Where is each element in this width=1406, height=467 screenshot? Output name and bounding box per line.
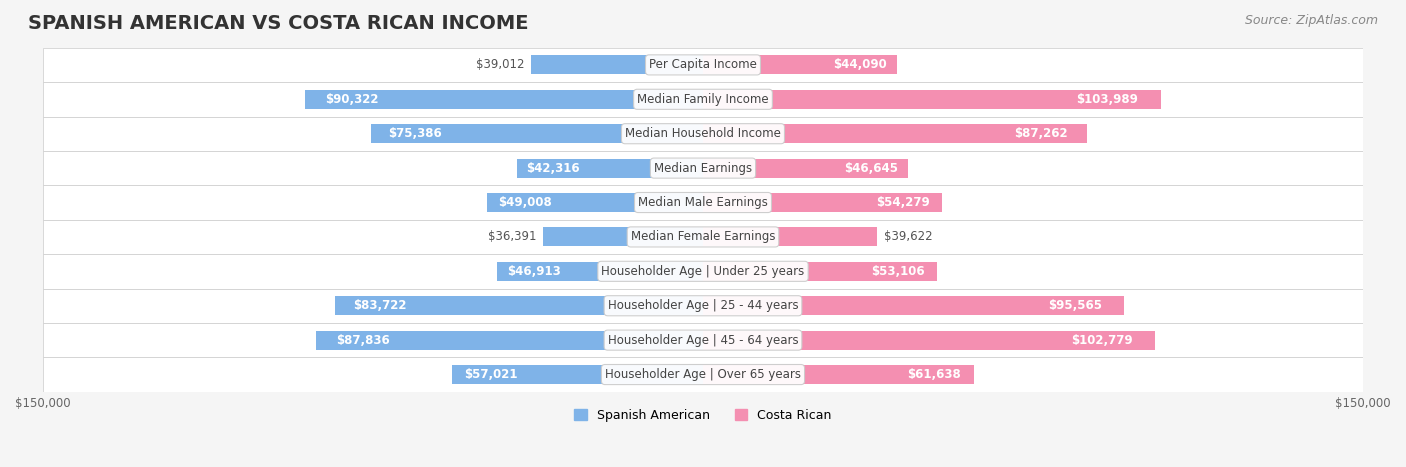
- Text: $46,645: $46,645: [844, 162, 898, 175]
- Bar: [543, 227, 703, 247]
- Bar: [703, 296, 1123, 315]
- Text: $90,322: $90,322: [325, 93, 378, 106]
- Bar: [703, 365, 974, 384]
- Text: Householder Age | Under 25 years: Householder Age | Under 25 years: [602, 265, 804, 278]
- Text: $57,021: $57,021: [464, 368, 517, 381]
- Bar: [42, 254, 1364, 289]
- Text: $61,638: $61,638: [907, 368, 960, 381]
- Bar: [488, 193, 703, 212]
- Bar: [42, 151, 1364, 185]
- Text: Source: ZipAtlas.com: Source: ZipAtlas.com: [1244, 14, 1378, 27]
- Text: $103,989: $103,989: [1076, 93, 1137, 106]
- Text: $54,279: $54,279: [876, 196, 929, 209]
- Text: $39,012: $39,012: [477, 58, 524, 71]
- Bar: [371, 124, 703, 143]
- Text: Per Capita Income: Per Capita Income: [650, 58, 756, 71]
- Bar: [305, 90, 703, 109]
- Bar: [703, 262, 936, 281]
- Bar: [316, 331, 703, 350]
- Text: Median Earnings: Median Earnings: [654, 162, 752, 175]
- Text: SPANISH AMERICAN VS COSTA RICAN INCOME: SPANISH AMERICAN VS COSTA RICAN INCOME: [28, 14, 529, 33]
- Bar: [703, 159, 908, 177]
- Bar: [703, 331, 1156, 350]
- Bar: [335, 296, 703, 315]
- Text: $36,391: $36,391: [488, 230, 536, 243]
- Text: $53,106: $53,106: [872, 265, 925, 278]
- Text: Householder Age | Over 65 years: Householder Age | Over 65 years: [605, 368, 801, 381]
- Bar: [703, 124, 1087, 143]
- Bar: [531, 56, 703, 74]
- Text: $46,913: $46,913: [506, 265, 561, 278]
- Text: $102,779: $102,779: [1071, 333, 1133, 347]
- Bar: [42, 185, 1364, 219]
- Bar: [42, 323, 1364, 357]
- Bar: [42, 289, 1364, 323]
- Text: $39,622: $39,622: [884, 230, 932, 243]
- Text: $49,008: $49,008: [498, 196, 551, 209]
- Text: $87,836: $87,836: [336, 333, 389, 347]
- Bar: [42, 48, 1364, 82]
- Bar: [42, 357, 1364, 392]
- Bar: [703, 227, 877, 247]
- Bar: [703, 193, 942, 212]
- Bar: [42, 116, 1364, 151]
- Text: $75,386: $75,386: [388, 127, 441, 140]
- Text: Median Household Income: Median Household Income: [626, 127, 780, 140]
- Text: $83,722: $83,722: [353, 299, 406, 312]
- Text: Median Male Earnings: Median Male Earnings: [638, 196, 768, 209]
- Text: $87,262: $87,262: [1014, 127, 1069, 140]
- Bar: [42, 82, 1364, 116]
- Bar: [703, 56, 897, 74]
- Text: $44,090: $44,090: [834, 58, 887, 71]
- Bar: [517, 159, 703, 177]
- Bar: [496, 262, 703, 281]
- Text: $95,565: $95,565: [1049, 299, 1102, 312]
- Text: Median Female Earnings: Median Female Earnings: [631, 230, 775, 243]
- Text: Householder Age | 45 - 64 years: Householder Age | 45 - 64 years: [607, 333, 799, 347]
- Text: Householder Age | 25 - 44 years: Householder Age | 25 - 44 years: [607, 299, 799, 312]
- Legend: Spanish American, Costa Rican: Spanish American, Costa Rican: [569, 404, 837, 427]
- Bar: [703, 90, 1161, 109]
- Bar: [453, 365, 703, 384]
- Text: $42,316: $42,316: [526, 162, 579, 175]
- Bar: [42, 219, 1364, 254]
- Text: Median Family Income: Median Family Income: [637, 93, 769, 106]
